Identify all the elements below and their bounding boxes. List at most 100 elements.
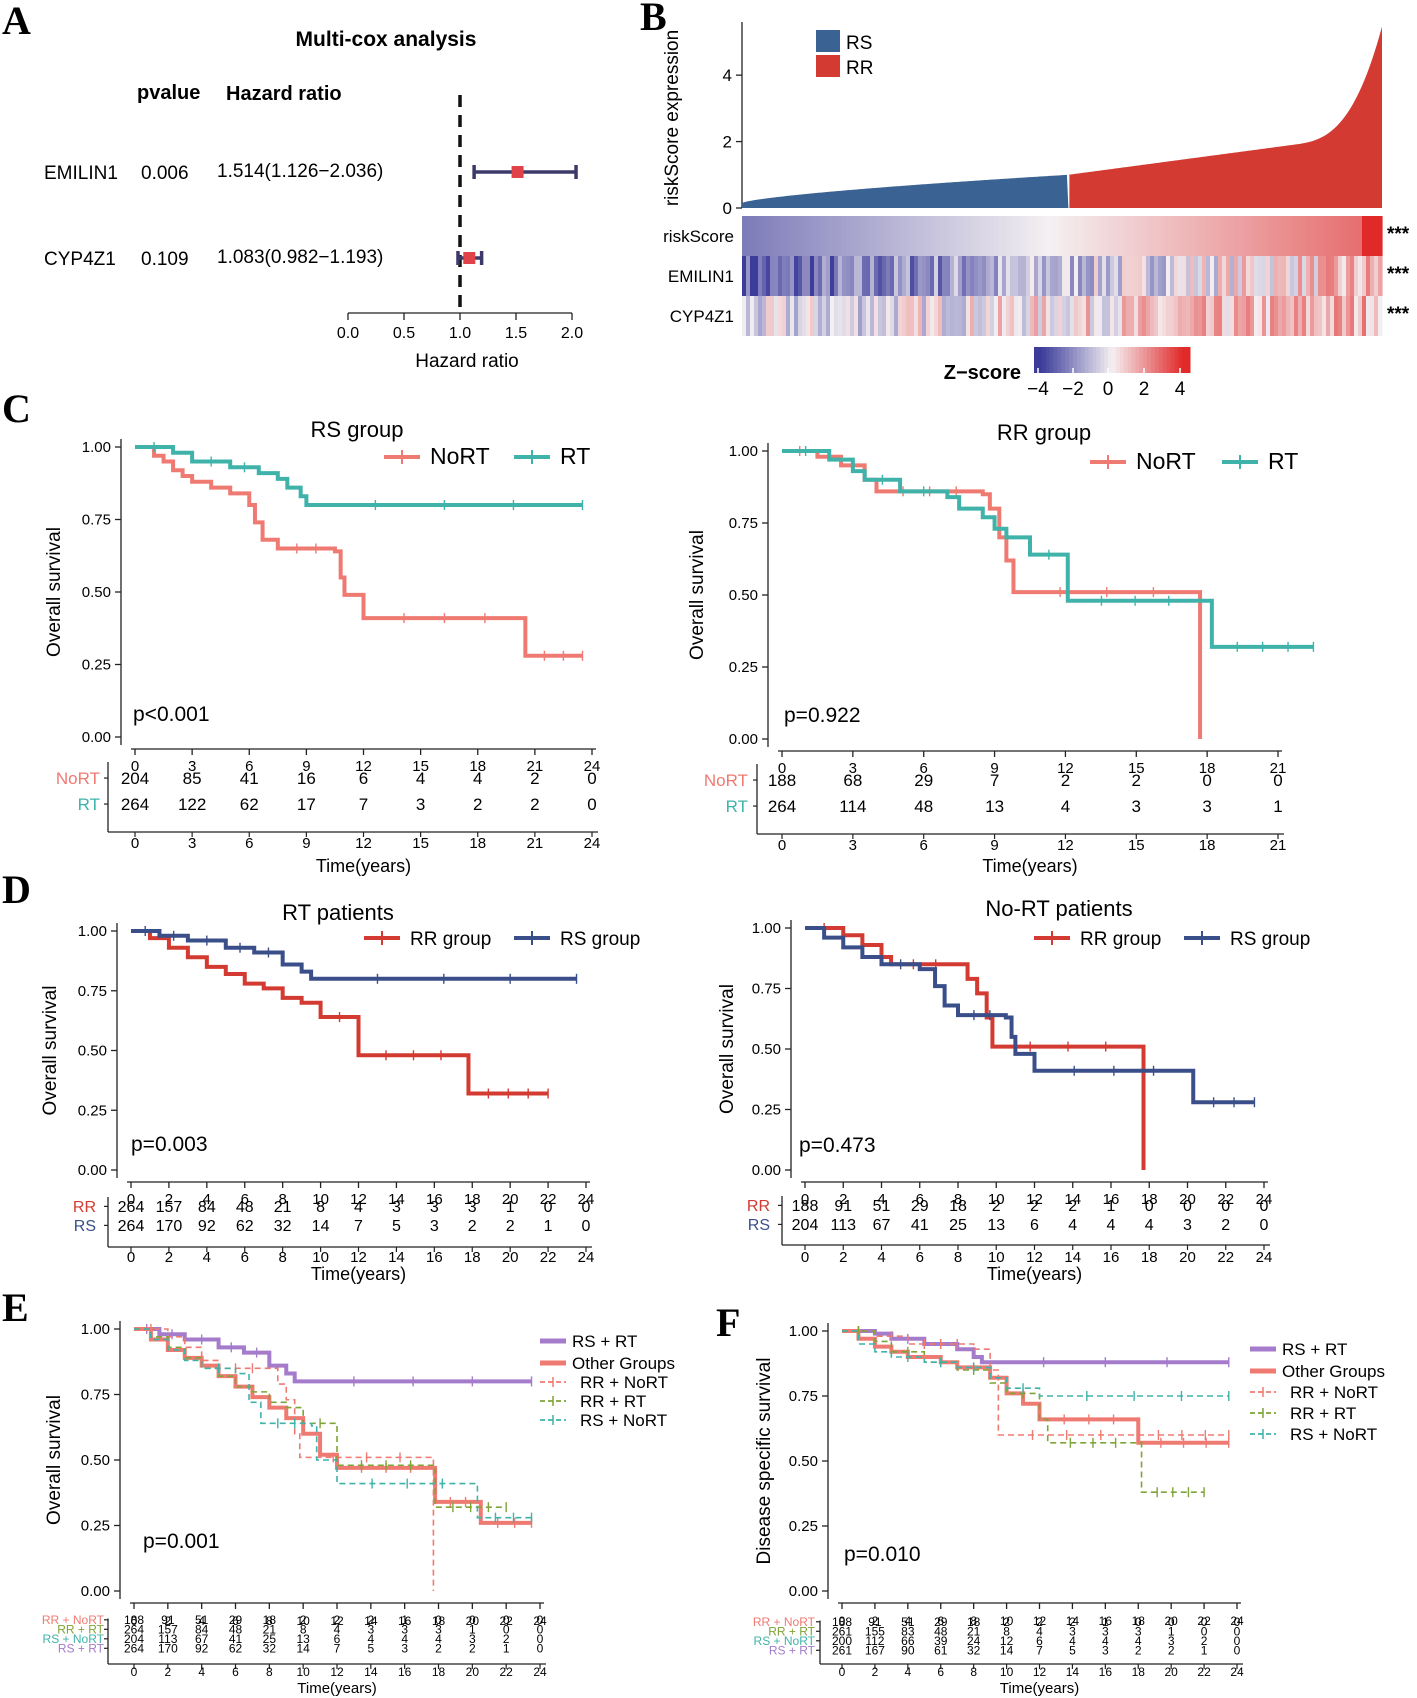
- km-x-tick-label: 2: [872, 1614, 879, 1628]
- heatmap-cell: [1302, 216, 1307, 256]
- risk-table-cell: 3: [469, 1632, 476, 1646]
- heatmap-cell: [1282, 216, 1287, 256]
- heatmap-cell: [1034, 216, 1039, 256]
- risk-table-year-label: 4: [203, 1249, 211, 1266]
- km-x-tick-label: 6: [920, 760, 928, 777]
- zscore-legend-cell: [1045, 347, 1051, 373]
- risk-table-cell: 200: [832, 1634, 852, 1648]
- risk-table-cell: 112: [865, 1634, 884, 1648]
- heatmap-cell: [986, 216, 991, 256]
- heatmap-cell: [1130, 256, 1135, 296]
- heatmap-cell: [1226, 296, 1231, 336]
- heatmap-cell: [1202, 296, 1207, 336]
- risk-table-year-label: 18: [464, 1249, 481, 1266]
- risk-table-year-label: 2: [165, 1249, 173, 1266]
- heatmap-cell: [802, 296, 807, 336]
- risk-table-group-label: RS + NoRT: [754, 1634, 816, 1648]
- heatmap-cell: [1370, 296, 1375, 336]
- risk-table-year-label: 0: [131, 1665, 138, 1679]
- risk-table-year-label: 2: [839, 1249, 847, 1266]
- heatmap-cell: [858, 296, 863, 336]
- heatmap-cell: [1278, 296, 1283, 336]
- risk-table-cell: 14: [312, 1218, 330, 1235]
- risk-table-cell: 41: [229, 1632, 243, 1646]
- heatmap-cell: [1166, 216, 1171, 256]
- heatmap-cell: [790, 216, 795, 256]
- risk-table-year-label: 16: [426, 1249, 443, 1266]
- heatmap-cell: [906, 296, 911, 336]
- heatmap-cell: [882, 256, 887, 296]
- heatmap-cell: [1186, 216, 1191, 256]
- risk-table-cell: 41: [911, 1217, 929, 1234]
- heatmap-cell: [770, 256, 775, 296]
- heatmap-cell: [1146, 216, 1151, 256]
- heatmap-cell: [818, 216, 823, 256]
- heatmap-cell: [1354, 216, 1359, 256]
- cox-tick-label: 2.0: [561, 325, 583, 342]
- risk-table-group-label: RT: [78, 795, 100, 814]
- heatmap-cell: [1090, 256, 1095, 296]
- risk-table-cell: 3: [1132, 797, 1141, 816]
- heatmap-cell: [854, 216, 859, 256]
- heatmap-cell: [798, 296, 803, 336]
- km-x-tick-label: 16: [426, 1191, 443, 1208]
- risk-table-cell: 155: [865, 1625, 885, 1639]
- km-y-tick-label: 0.25: [82, 657, 111, 674]
- heatmap-cell: [1254, 296, 1259, 336]
- km-x-tick-label: 18: [1132, 1614, 1146, 1628]
- heatmap-cell: [1146, 296, 1151, 336]
- heatmap-cell: [994, 296, 999, 336]
- legend-rr-label: RR: [846, 58, 873, 79]
- risk-table-year-label: 16: [1103, 1249, 1120, 1266]
- heatmap-cell: [1074, 256, 1079, 296]
- risk-table-year-label: 16: [1099, 1665, 1113, 1679]
- km-y-tick-label: 0.00: [752, 1162, 781, 1179]
- heatmap-cell: [1134, 216, 1139, 256]
- heatmap-cell: [978, 216, 983, 256]
- risk-table-cell: 264: [768, 797, 796, 816]
- risk-table-group-label: RR: [747, 1198, 770, 1215]
- heatmap-cell: [918, 216, 923, 256]
- heatmap-cell: [1210, 256, 1215, 296]
- heatmap-cell: [1186, 296, 1191, 336]
- risk-table-year-label: 4: [877, 1249, 885, 1266]
- heatmap-cell: [762, 296, 767, 336]
- risk-table-cell: 4: [367, 1632, 374, 1646]
- heatmap-cell: [874, 256, 879, 296]
- legend-rs-swatch: [816, 30, 840, 52]
- km-x-tick-label: 12: [355, 758, 372, 775]
- heatmap-cell: [1162, 296, 1167, 336]
- heatmap-cell: [1310, 296, 1315, 336]
- heatmap-cell: [1170, 256, 1175, 296]
- heatmap-cell: [1246, 296, 1251, 336]
- risk-table-cell: 2: [1221, 1217, 1230, 1234]
- heatmap-cell: [1050, 256, 1055, 296]
- heatmap-cell: [1062, 256, 1067, 296]
- km-curve-rr-rt: [134, 1328, 507, 1508]
- panel-letter-c: C: [2, 386, 31, 431]
- risk-table-cell: 0: [435, 1613, 442, 1627]
- legend-label: RT: [1268, 448, 1298, 474]
- zscore-legend-cell: [1166, 347, 1171, 373]
- heatmap-cell: [754, 256, 759, 296]
- risk-table-cell: 2: [1069, 1615, 1076, 1629]
- heatmap-cell: [1266, 296, 1271, 336]
- risk-table-cell: 6: [1030, 1217, 1039, 1234]
- heatmap-cell: [974, 296, 979, 336]
- heatmap-cell: [1274, 296, 1279, 336]
- heatmap-cell: [1370, 256, 1375, 296]
- risk-table-cell: 3: [416, 795, 425, 814]
- risk-table-cell: 1: [544, 1218, 553, 1235]
- heatmap-cell: [1262, 256, 1267, 296]
- heatmap-cell: [1130, 216, 1135, 256]
- heatmap-cell: [882, 296, 887, 336]
- km-x-tick-label: 16: [1099, 1614, 1113, 1628]
- heatmap-cell: [1202, 216, 1207, 256]
- km-x-tick-label: 15: [412, 758, 429, 775]
- heatmap-cell: [946, 296, 951, 336]
- risk-table-cell: 264: [118, 1199, 145, 1216]
- km-curve-rr-nort: [842, 1330, 1229, 1436]
- heatmap-cell: [1014, 296, 1019, 336]
- heatmap-cell: [1154, 296, 1159, 336]
- km-curve-rs-rt: [134, 1327, 532, 1384]
